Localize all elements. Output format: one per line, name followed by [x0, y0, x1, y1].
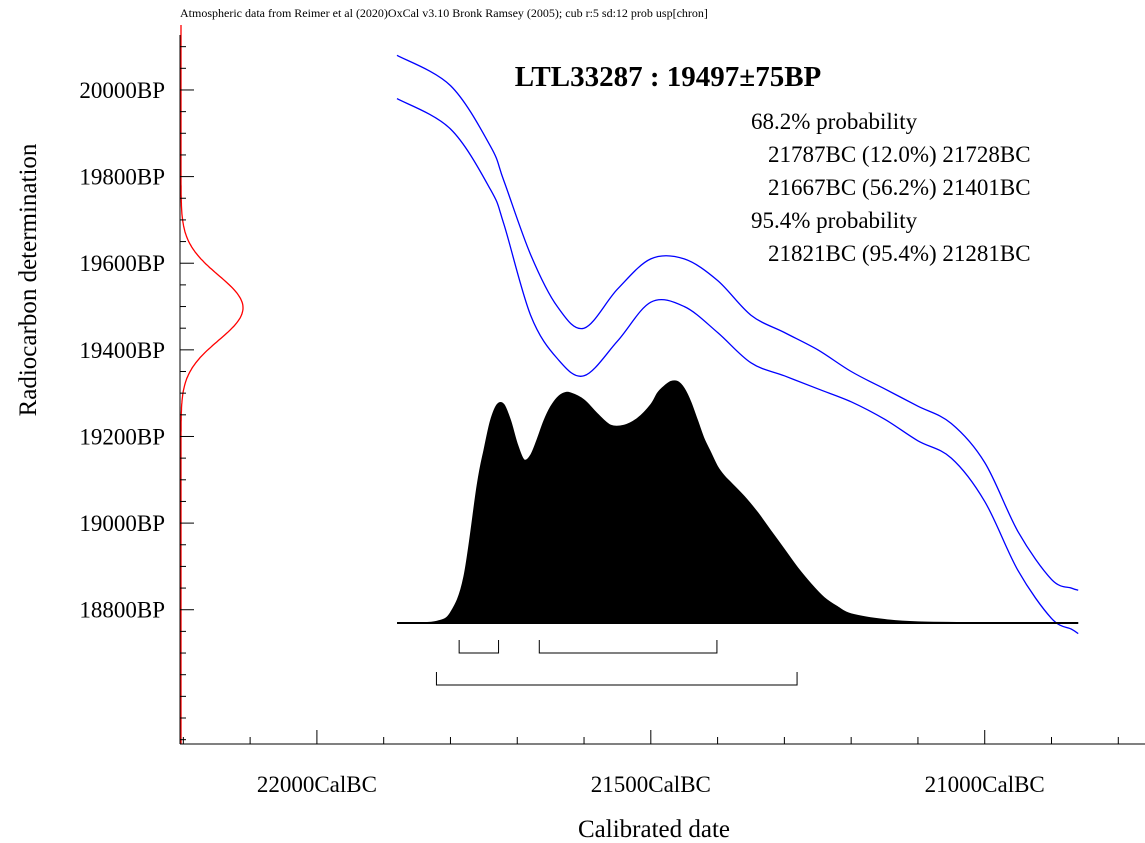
x-tick-label: 21500CalBC — [591, 772, 711, 797]
measurement-group — [180, 25, 244, 744]
x-tick-label: 22000CalBC — [257, 772, 377, 797]
range-bracket-68-1 — [458, 640, 500, 654]
prob-heading-95: 95.4% probability — [751, 208, 918, 233]
range-brackets-group — [435, 640, 798, 686]
prob-heading-68: 68.2% probability — [751, 109, 918, 134]
probability-summary: 68.2% probability 21787BC (12.0%) 21728B… — [751, 109, 1031, 266]
range-bracket-68-2 — [538, 640, 718, 654]
range-bracket-95-1 — [435, 672, 798, 686]
y-tick-label: 19400BP — [79, 338, 165, 363]
x-tick-label: 21000CalBC — [925, 772, 1045, 797]
posterior-distribution — [396, 380, 1079, 624]
chart-title: LTL33287 : 19497±75BP — [515, 61, 822, 93]
y-tick-label: 20000BP — [79, 78, 165, 103]
calibration-curve-lower — [396, 98, 1079, 635]
y-tick-label: 19800BP — [79, 165, 165, 190]
header-note: Atmospheric data from Reimer et al (2020… — [180, 6, 708, 20]
axes-group: 18800BP 19000BP 19200BP 19400BP 19600BP 19800… — [79, 35, 1145, 797]
prob-range-68-1: 21787BC (12.0%) 21728BC — [768, 142, 1031, 167]
measurement-curve — [180, 25, 244, 744]
calibration-curve-upper — [396, 54, 1079, 591]
y-tick-label: 19000BP — [79, 511, 165, 536]
y-axis-title: Radiocarbon determination — [15, 143, 42, 416]
y-tick-label: 19200BP — [79, 424, 165, 449]
posterior-group — [396, 380, 1079, 624]
y-tick-label: 19600BP — [79, 251, 165, 276]
prob-range-68-2: 21667BC (56.2%) 21401BC — [768, 175, 1031, 200]
x-axis-title: Calibrated date — [578, 816, 730, 843]
calibration-curve-group — [396, 54, 1079, 635]
prob-range-95-1: 21821BC (95.4%) 21281BC — [768, 241, 1031, 266]
y-tick-label: 18800BP — [79, 598, 165, 623]
